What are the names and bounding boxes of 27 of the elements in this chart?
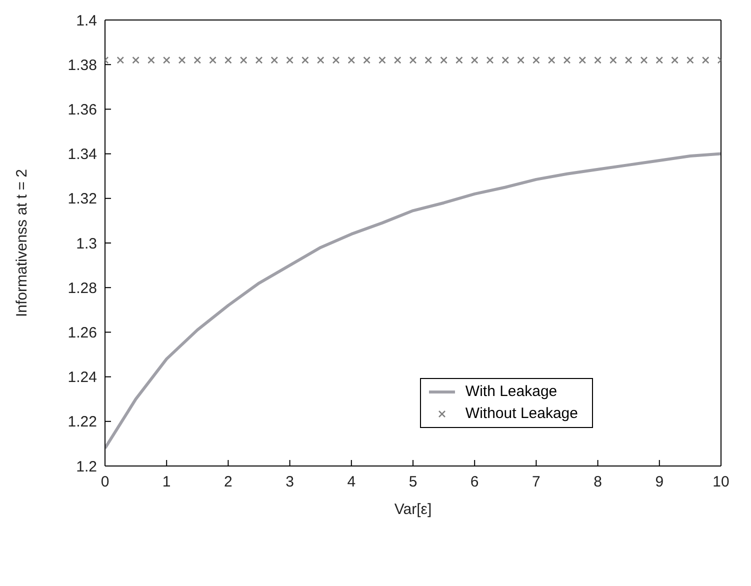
x-tick-label: 6: [470, 474, 479, 491]
y-tick-label: 1.4: [76, 12, 97, 30]
line-series: [105, 152, 721, 450]
x-tick-label: 1: [162, 474, 171, 491]
y-tick-label: 1.26: [68, 324, 97, 342]
x-tick-label: 7: [532, 474, 540, 491]
x-tick-label: 0: [100, 474, 110, 491]
x-tick-label: 8: [594, 474, 602, 491]
y-tick-label: 1.32: [68, 190, 97, 208]
legend-label: With Leakage: [465, 382, 558, 402]
x-tick-label: 4: [347, 474, 356, 491]
x-tick-label: 9: [655, 474, 664, 491]
y-tick-label: 1.38: [68, 56, 97, 74]
y-tick-label: 1.2: [76, 458, 97, 476]
y-tick-label: 1.34: [68, 146, 97, 164]
x-tick-label: 2: [224, 474, 232, 491]
y-tick-label: 1.36: [68, 102, 97, 119]
y-tick-label: 1.3: [76, 235, 97, 252]
x-axis-title: Var[ε]: [394, 501, 432, 518]
y-tick-label: 1.24: [68, 369, 97, 386]
x-tick-label: 3: [286, 474, 294, 491]
legend-label: Without Leakage: [465, 404, 578, 424]
x-tick-label: 5: [408, 474, 418, 491]
x-tick-label: 10: [712, 474, 730, 491]
y-tick-label: 1.22: [68, 414, 97, 431]
y-axis-title: Informativenss at t = 2: [13, 169, 30, 317]
y-tick-label: 1.28: [68, 280, 97, 297]
